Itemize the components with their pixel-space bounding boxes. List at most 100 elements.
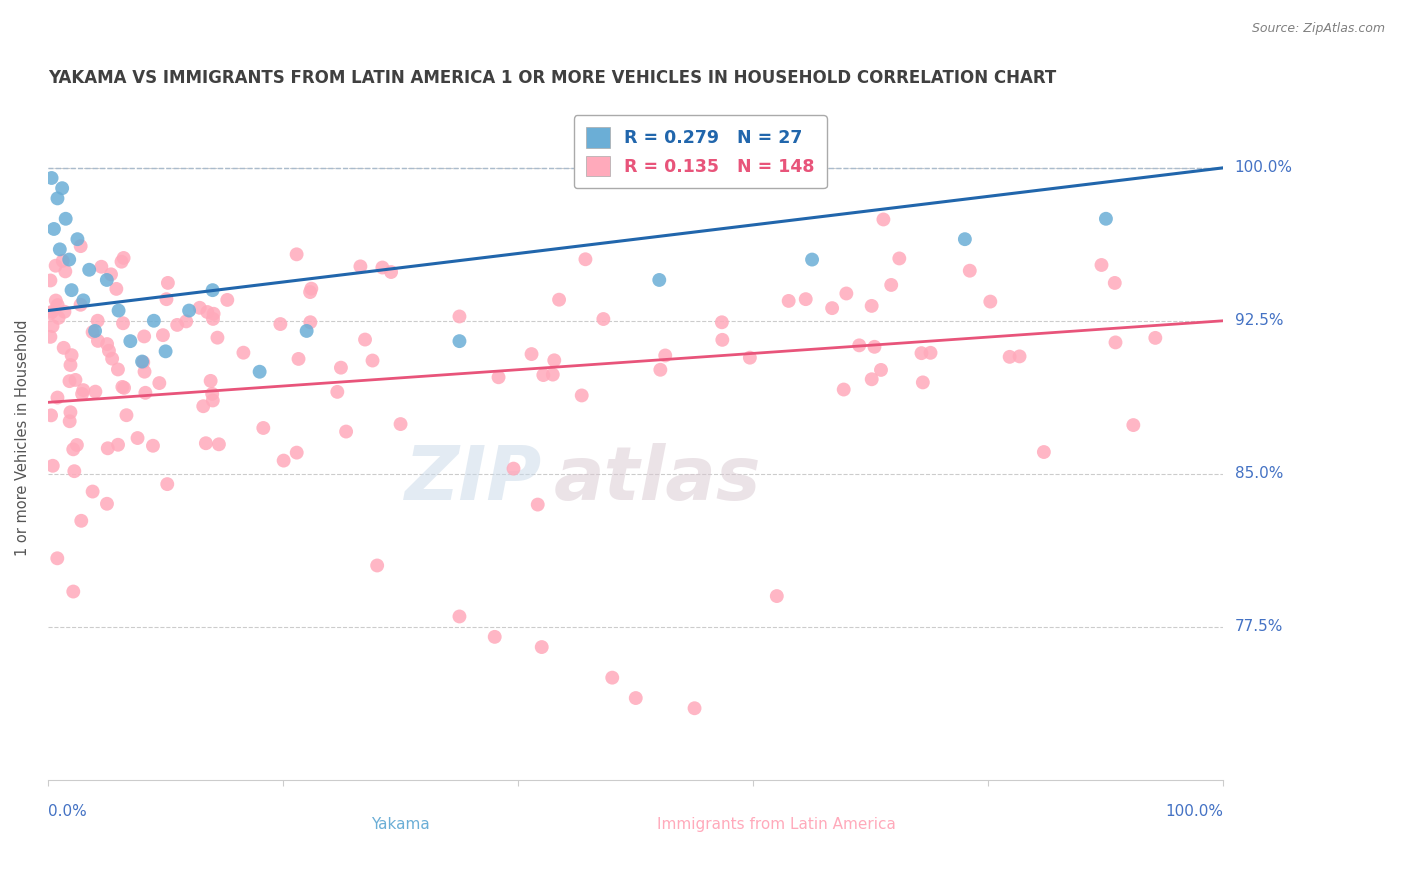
Point — [60, 283, 83, 297]
Point — [155, 292, 177, 306]
Point — [543, 353, 565, 368]
Point — [217, 293, 239, 307]
Point — [148, 376, 170, 390]
Point — [134, 385, 156, 400]
Point — [571, 388, 593, 402]
Point — [42, 458, 65, 473]
Point — [530, 640, 553, 654]
Point — [48, 310, 70, 325]
Point — [69, 298, 91, 312]
Point — [299, 315, 322, 329]
Point — [488, 370, 510, 384]
Point — [52, 341, 75, 355]
Point — [63, 464, 86, 478]
Point — [449, 609, 471, 624]
Point — [70, 387, 93, 401]
Point — [361, 353, 384, 368]
Point — [1104, 276, 1126, 290]
Point — [131, 354, 153, 368]
Point — [502, 461, 524, 475]
Point — [329, 360, 352, 375]
Text: 85.0%: 85.0% — [1234, 467, 1282, 481]
Point — [53, 264, 76, 278]
Point — [193, 399, 215, 413]
Point — [801, 252, 824, 267]
Point — [1032, 445, 1054, 459]
Point — [520, 347, 543, 361]
Text: Yakama: Yakama — [371, 817, 430, 832]
Point — [39, 273, 62, 287]
Point — [132, 355, 155, 369]
Text: Source: ZipAtlas.com: Source: ZipAtlas.com — [1251, 22, 1385, 36]
Point — [1008, 350, 1031, 364]
Point — [269, 317, 291, 331]
Point — [58, 252, 80, 267]
Point — [174, 314, 197, 328]
Point — [166, 318, 188, 332]
Point — [86, 314, 108, 328]
Point — [65, 373, 87, 387]
Point — [55, 211, 77, 226]
Point — [953, 232, 976, 246]
Point — [72, 383, 94, 397]
Point — [449, 334, 471, 348]
Point — [959, 263, 981, 277]
Point — [860, 372, 883, 386]
Text: 77.5%: 77.5% — [1234, 619, 1282, 634]
Point — [201, 312, 224, 326]
Point — [84, 324, 107, 338]
Point — [62, 584, 84, 599]
Point — [107, 438, 129, 452]
Point — [194, 436, 217, 450]
Point — [1144, 331, 1167, 345]
Point — [111, 316, 134, 330]
Point — [58, 374, 80, 388]
Point — [156, 477, 179, 491]
Point — [835, 286, 858, 301]
Point — [96, 273, 118, 287]
Point — [683, 701, 706, 715]
Point — [66, 438, 89, 452]
Point — [111, 380, 134, 394]
Point — [208, 437, 231, 451]
Point — [285, 247, 308, 261]
Point — [1104, 335, 1126, 350]
Point — [156, 276, 179, 290]
Point — [287, 351, 309, 366]
Point — [710, 315, 733, 329]
Point — [53, 304, 76, 318]
Point — [105, 282, 128, 296]
Text: ZIP: ZIP — [405, 442, 541, 516]
Point — [201, 387, 224, 401]
Point — [120, 334, 142, 348]
Point — [252, 421, 274, 435]
Point — [654, 349, 676, 363]
Point — [142, 439, 165, 453]
Point — [889, 252, 911, 266]
Point — [526, 498, 548, 512]
Point — [299, 285, 322, 299]
Point — [59, 358, 82, 372]
Legend: R = 0.279   N = 27, R = 0.135   N = 148: R = 0.279 N = 27, R = 0.135 N = 148 — [574, 115, 827, 188]
Point — [870, 363, 893, 377]
Point — [69, 239, 91, 253]
Point — [107, 303, 129, 318]
Point — [59, 414, 82, 428]
Point — [354, 333, 377, 347]
Point — [371, 260, 394, 275]
Point — [188, 301, 211, 315]
Text: 92.5%: 92.5% — [1234, 313, 1284, 328]
Point — [531, 368, 554, 382]
Point — [112, 381, 135, 395]
Point — [195, 305, 218, 319]
Point — [794, 292, 817, 306]
Point — [863, 340, 886, 354]
Point — [349, 260, 371, 274]
Point — [650, 363, 672, 377]
Y-axis label: 1 or more Vehicles in Household: 1 or more Vehicles in Household — [15, 319, 30, 557]
Point — [96, 497, 118, 511]
Point — [60, 348, 83, 362]
Point — [82, 484, 104, 499]
Point — [97, 442, 120, 456]
Point — [860, 299, 883, 313]
